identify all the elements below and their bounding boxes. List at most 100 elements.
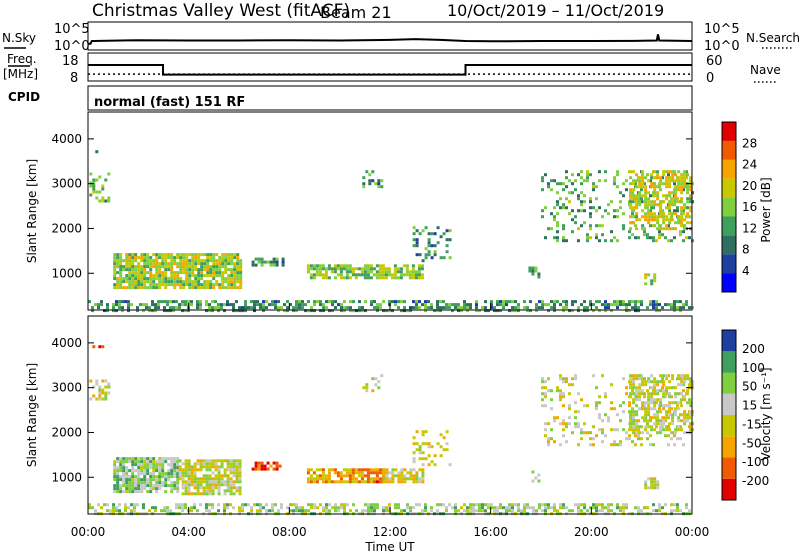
range-gate-cell [208,486,212,490]
range-gate-cell [227,277,231,281]
range-gate-cell [149,259,153,263]
range-gate-cell [179,283,183,287]
range-gate-cell [436,226,440,230]
range-gate-cell [628,404,631,408]
range-gate-cell [559,206,562,210]
colorbar-segment [722,372,736,394]
range-gate-cell [244,303,247,307]
range-gate-cell [113,463,117,467]
range-gate-cell [128,487,132,491]
range-gate-cell [152,277,156,281]
range-gate-cell [206,286,210,290]
range-gate-cell [131,481,135,485]
range-gate-cell [134,271,138,275]
range-gate-cell [194,286,198,290]
range-gate-cell [92,178,96,182]
range-gate-cell [97,306,100,310]
range-gate-cell [487,506,490,510]
range-gate-cell [420,276,424,280]
range-gate-cell [460,506,463,510]
range-gate-cell [104,391,108,395]
range-gate-cell [613,407,616,411]
range-gate-cell [577,194,580,198]
range-gate-cell [689,221,693,225]
range-gate-cell [550,227,553,231]
range-gate-cell [650,279,654,283]
range-gate-cell [679,306,682,310]
range-gate-cell [647,398,651,402]
range-gate-cell [371,377,375,381]
range-gate-cell [619,191,622,195]
range-gate-cell [683,395,687,399]
range-gate-cell [158,469,162,473]
range-gate-cell [508,300,511,304]
range-gate-cell [493,306,496,310]
range-gate-cell [674,173,678,177]
range-gate-cell [173,466,177,470]
range-gate-cell [448,256,452,260]
range-gate-cell [238,465,242,469]
range-gate-cell [206,256,210,260]
range-gate-cell [154,303,157,307]
range-gate-cell [336,267,340,271]
range-gate-cell [671,374,675,378]
range-gate-cell [143,262,147,266]
range-gate-cell [352,503,355,507]
range-gate-cell [589,212,592,216]
range-gate-cell [568,422,571,426]
range-gate-cell [226,462,230,466]
range-gate-cell [653,279,657,283]
range-gate-cell [193,506,196,510]
range-gate-cell [668,227,672,231]
y-tick-label: 1000 [51,266,82,280]
range-gate-cell [271,506,274,510]
range-gate-cell [176,283,180,287]
range-gate-cell [556,386,559,390]
range-gate-cell [403,306,406,310]
range-gate-cell [662,170,666,174]
range-gate-cell [170,253,174,257]
range-gate-cell [161,481,165,485]
range-gate-cell [218,286,222,290]
range-gate-cell [309,264,313,268]
range-gate-cell [659,422,663,426]
range-gate-cell [632,386,636,390]
range-gate-cell [206,274,210,278]
range-gate-cell [309,474,313,478]
range-gate-cell [181,468,185,472]
range-gate-cell [683,419,687,423]
range-gate-cell [531,266,535,270]
colorbar-frame [721,121,737,293]
range-gate-cell [369,471,373,475]
range-gate-cell [119,463,123,467]
range-gate-cell [421,463,425,467]
range-gate-cell [421,451,425,455]
range-gate-cell [158,283,162,287]
range-gate-cell [164,265,168,269]
range-gate-cell [420,264,424,268]
noise-right-tick-top: 10^5 [704,22,740,37]
range-gate-cell [149,283,153,287]
range-gate-cell [241,506,244,510]
range-gate-cell [628,309,631,313]
range-gate-cell [538,306,541,310]
range-gate-cell [632,392,636,396]
range-gate-cell [164,268,168,272]
range-gate-cell [685,503,688,507]
range-gate-cell [511,300,514,304]
range-gate-cell [170,475,174,479]
range-gate-cell [641,182,645,186]
range-gate-cell [683,179,687,183]
range-gate-cell [638,431,642,435]
range-gate-cell [481,503,484,507]
range-gate-cell [635,218,639,222]
range-gate-cell [170,256,174,260]
range-gate-cell [689,422,693,426]
range-gate-cell [364,300,367,304]
range-gate-cell [214,474,218,478]
range-gate-cell [158,274,162,278]
range-gate-cell [613,428,616,432]
range-gate-cell [357,474,361,478]
range-gate-cell [262,506,265,510]
range-gate-cell [239,259,243,263]
